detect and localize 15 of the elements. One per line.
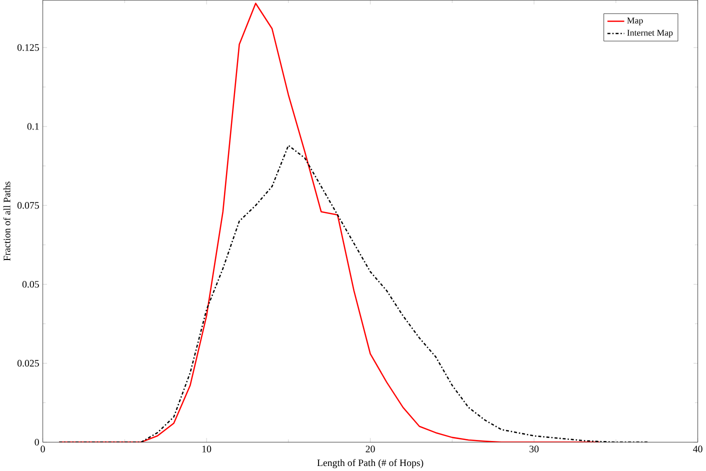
- x-tick-label: 10: [202, 445, 212, 452]
- y-tick-label: 0.1: [27, 122, 39, 130]
- y-axis-title: Fraction of all Paths: [3, 181, 10, 261]
- x-tick-label: 40: [693, 445, 702, 452]
- x-axis-title: Length of Path (# of Hops): [317, 458, 424, 468]
- y-tick-label: 0.05: [22, 280, 39, 288]
- y-tick-label: 0: [34, 438, 39, 446]
- x-tick-label: 30: [530, 445, 539, 452]
- y-tick-label: 0.125: [17, 44, 39, 51]
- legend-label: Map: [627, 17, 643, 26]
- x-tick-label: 0: [40, 445, 45, 452]
- legend-label: Internet Map: [627, 30, 673, 38]
- y-tick-label: 0.075: [17, 202, 39, 209]
- x-tick-label: 20: [366, 445, 375, 452]
- y-tick-label: 0.025: [17, 360, 39, 366]
